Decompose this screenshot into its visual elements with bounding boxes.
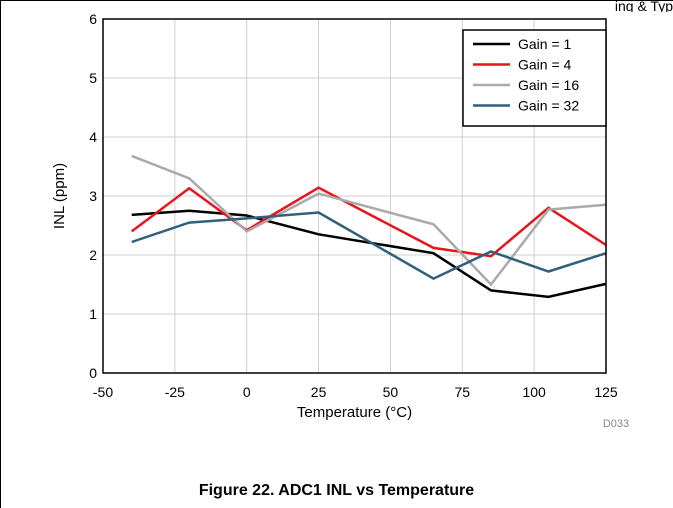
legend-label: Gain = 32	[518, 98, 579, 114]
legend-box	[462, 29, 607, 127]
y-tick-label: 1	[89, 306, 97, 322]
legend: Gain = 1 Gain = 4 Gain = 16 Gain = 32	[462, 29, 607, 127]
x-tick-label: 125	[594, 384, 618, 400]
series-line-3	[131, 154, 607, 287]
y-tick-label: 2	[89, 247, 97, 263]
legend-label: Gain = 1	[518, 36, 572, 52]
tick-labels: -50 -25 0 25 50 75 100 125 0 1 2 3 4 5 6	[89, 11, 618, 400]
x-tick-label: 0	[243, 384, 251, 400]
figure-caption: Figure 22. ADC1 INL vs Temperature	[198, 482, 475, 499]
x-tick-label: 100	[522, 384, 546, 400]
legend-label: Gain = 16	[518, 77, 579, 93]
figure-id: D033	[603, 418, 629, 430]
series-line-1	[131, 209, 607, 299]
y-axis-title: INL (ppm)	[51, 163, 68, 229]
x-tick-label: 50	[383, 384, 399, 400]
x-axis-title: Temperature (°C)	[297, 404, 412, 421]
left-rule	[0, 0, 1, 508]
y-tick-label: 4	[89, 129, 97, 145]
inl-vs-temperature-chart: -50 -25 0 25 50 75 100 125 0 1 2 3 4 5 6 Temperature (…	[51, 11, 629, 430]
y-tick-label: 0	[89, 365, 97, 381]
header-fragment: ing & Typ	[614, 0, 673, 12]
series-line-4	[131, 211, 607, 281]
x-tick-label: 75	[454, 384, 470, 400]
y-tick-label: 3	[89, 188, 97, 204]
x-tick-label: 25	[311, 384, 327, 400]
y-tick-label: 6	[89, 11, 97, 27]
series-line-2	[130, 186, 607, 258]
legend-label: Gain = 4	[518, 57, 572, 73]
top-rule	[0, 0, 673, 1]
x-tick-label: -25	[165, 384, 185, 400]
x-tick-label: -50	[93, 384, 113, 400]
y-tick-label: 5	[89, 70, 97, 86]
plot-frame	[102, 18, 607, 374]
series-lines	[130, 154, 607, 299]
